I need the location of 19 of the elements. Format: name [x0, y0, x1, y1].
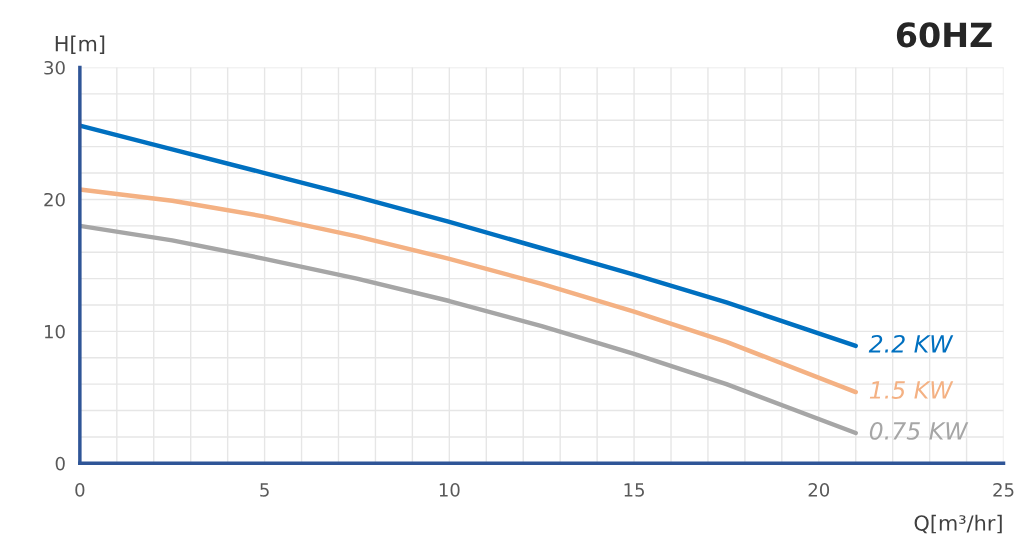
y-tick-label: 30	[44, 60, 65, 75]
line-series	[79, 223, 858, 436]
x-axis-title: Q[m³/hr]	[914, 514, 1002, 534]
y-axis-title: H[m]	[55, 35, 105, 55]
series-label: 2.2 KW	[868, 334, 954, 353]
y-tick-label: 0	[55, 456, 65, 471]
x-tick-label: 5	[260, 483, 269, 497]
line-series	[79, 187, 858, 395]
chart-title: 60HZ	[896, 22, 992, 48]
x-tick-label: 20	[808, 483, 830, 497]
series-label: 1.5 KW	[869, 381, 954, 399]
x-tick-label: 0	[75, 483, 85, 497]
x-tick-label: 10	[439, 483, 460, 497]
y-tick-label: 20	[44, 192, 65, 207]
series-label: 0.75 KW	[869, 421, 969, 440]
y-tick-label: 10	[44, 324, 65, 339]
x-tick-label: 25	[993, 483, 1014, 497]
x-tick-label: 15	[624, 483, 644, 497]
line-series	[79, 123, 858, 349]
